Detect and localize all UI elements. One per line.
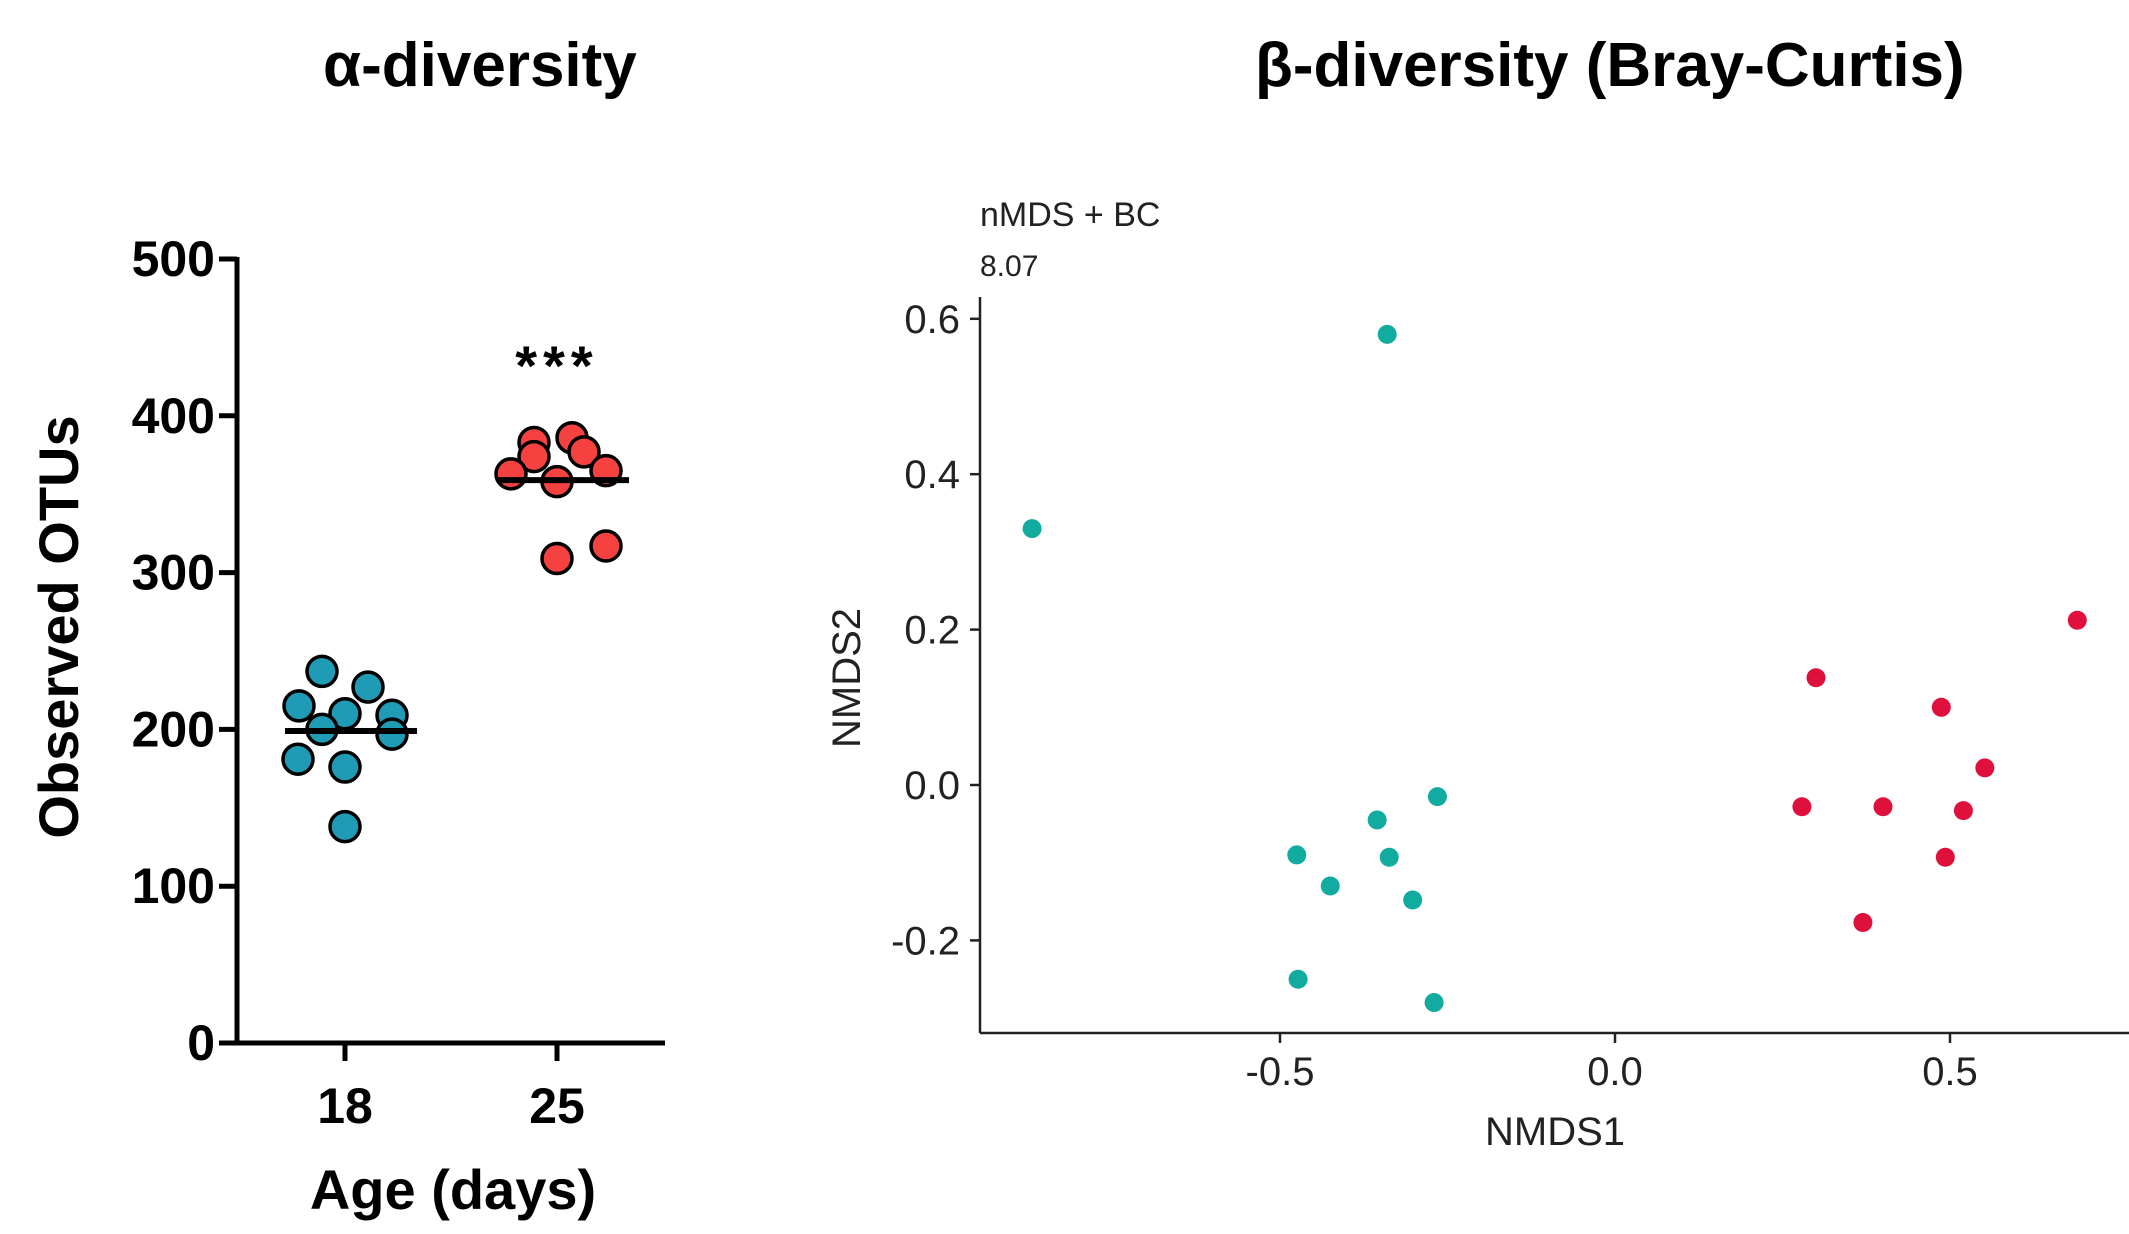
alpha-x-tick-label: 25: [529, 1078, 585, 1134]
nmds-data-point: [1953, 801, 1973, 821]
nmds-data-point: [1427, 787, 1447, 807]
nmds2-axis-label: NMDS2: [825, 608, 869, 748]
nmds-data-point: [2067, 610, 2087, 630]
nmds-x-tick-label: -0.5: [1246, 1050, 1315, 1094]
alpha-y-tick-label: 300: [132, 545, 215, 601]
alpha-points: [281, 421, 629, 844]
alpha-data-point: [328, 809, 362, 844]
alpha-y-tick-label: 0: [187, 1015, 215, 1071]
alpha-y-tick-label: 200: [132, 701, 215, 757]
alpha-data-point: [351, 670, 385, 704]
nmds-y-tick-label: 0.0: [904, 764, 960, 808]
alpha-diversity-chart: 0 100 200 300 400 500 18 25 Observed OTUs Age (…: [27, 231, 665, 1221]
nmds-y-tick-label: 0.6: [904, 298, 960, 342]
alpha-y-axis-label: Observed OTUs: [27, 415, 90, 838]
nmds-y-tick-label: 0.4: [904, 453, 960, 497]
nmds-x-tick-label: 0.5: [1922, 1050, 1978, 1094]
nmds-data-point: [1424, 993, 1444, 1013]
alpha-y-tick-label: 400: [132, 388, 215, 444]
alpha-data-point: [282, 689, 316, 723]
alpha-data-point: [567, 435, 601, 469]
beta-diversity-chart: nMDS + BC 8.07 -0.2 0.0 0.2 0.4 0.6 -0.5 0.0 0.…: [825, 196, 2129, 1154]
alpha-data-point: [494, 457, 528, 491]
nmds-stress-value: 8.07: [980, 250, 1038, 283]
alpha-y-tick-label: 100: [132, 858, 215, 914]
significance-annotation: ***: [515, 334, 598, 397]
nmds-data-point: [1367, 810, 1387, 830]
alpha-x-axis-label: Age (days): [310, 1158, 596, 1221]
alpha-data-point: [328, 750, 362, 784]
nmds-data-point: [1792, 797, 1812, 817]
alpha-data-point: [281, 742, 315, 776]
beta-points: [1022, 324, 2087, 1013]
nmds-data-point: [1873, 797, 1893, 817]
alpha-axes: 0 100 200 300 400 500 18 25: [132, 231, 665, 1134]
nmds-data-point: [1287, 845, 1307, 865]
nmds-y-tick-label: 0.2: [904, 609, 960, 653]
nmds-data-point: [1377, 324, 1397, 344]
nmds-data-point: [1806, 668, 1826, 688]
nmds-y-tick-label: -0.2: [891, 919, 960, 963]
alpha-data-point: [305, 654, 339, 689]
nmds-data-point: [1288, 969, 1308, 989]
nmds-data-point: [1935, 847, 1955, 867]
nmds-data-point: [1379, 847, 1399, 867]
nmds-subtitle: nMDS + BC: [980, 196, 1160, 234]
alpha-y-tick-label: 500: [132, 231, 215, 287]
beta-diversity-title: β-diversity (Bray-Curtis): [1255, 31, 1965, 100]
nmds-data-point: [1975, 758, 1995, 778]
alpha-diversity-title: α-diversity: [323, 31, 637, 100]
alpha-data-point: [589, 529, 623, 563]
alpha-data-point: [517, 439, 551, 474]
nmds-data-point: [1403, 890, 1423, 910]
alpha-x-tick-label: 18: [317, 1078, 373, 1134]
nmds-data-point: [1931, 697, 1951, 717]
beta-axes: -0.2 0.0 0.2 0.4 0.6 -0.5 0.0 0.5: [891, 297, 2129, 1094]
nmds-data-point: [1320, 876, 1340, 896]
nmds-x-tick-label: 0.0: [1587, 1050, 1643, 1094]
nmds1-axis-label: NMDS1: [1485, 1110, 1625, 1154]
nmds-data-point: [1022, 519, 1042, 539]
alpha-data-point: [375, 717, 409, 751]
nmds-data-point: [1853, 913, 1873, 933]
alpha-data-point: [540, 541, 574, 576]
